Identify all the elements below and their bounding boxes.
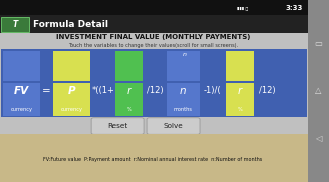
FancyBboxPatch shape [90,51,115,81]
Text: currency: currency [11,107,33,112]
FancyBboxPatch shape [3,83,40,116]
FancyBboxPatch shape [308,0,329,182]
Text: △: △ [315,86,321,96]
Text: ▮▮▮ 🔋: ▮▮▮ 🔋 [237,6,248,10]
Text: months: months [174,107,193,112]
FancyBboxPatch shape [3,51,40,81]
Text: P: P [68,86,75,96]
FancyBboxPatch shape [254,83,280,116]
FancyBboxPatch shape [40,51,53,81]
FancyBboxPatch shape [254,51,280,81]
Text: 3:33: 3:33 [285,5,303,11]
Text: currency: currency [61,107,83,112]
FancyBboxPatch shape [0,15,308,33]
Text: ◁: ◁ [315,134,321,143]
Text: %: % [238,107,242,112]
FancyBboxPatch shape [200,51,226,81]
FancyBboxPatch shape [143,51,167,81]
Text: =: = [42,86,51,96]
Text: r: r [127,86,131,96]
Text: Solve: Solve [164,123,184,129]
FancyBboxPatch shape [167,51,200,81]
FancyBboxPatch shape [147,118,200,134]
FancyBboxPatch shape [0,134,308,182]
Text: /12): /12) [259,86,275,96]
Text: FV: FV [14,86,29,96]
FancyBboxPatch shape [167,83,200,116]
FancyBboxPatch shape [1,17,29,32]
Text: %: % [127,107,132,112]
Text: n: n [180,86,187,96]
FancyBboxPatch shape [91,118,144,134]
FancyBboxPatch shape [115,51,143,81]
Text: r: r [238,86,242,96]
FancyBboxPatch shape [226,83,254,116]
FancyBboxPatch shape [53,51,90,81]
Text: Formula Detail: Formula Detail [33,20,108,29]
FancyBboxPatch shape [53,83,90,116]
FancyBboxPatch shape [226,51,254,81]
Text: Reset: Reset [108,123,128,129]
FancyBboxPatch shape [40,83,53,116]
FancyBboxPatch shape [115,83,143,116]
Text: T: T [13,20,18,29]
Text: ▭: ▭ [314,39,322,48]
Text: *((1+: *((1+ [91,86,114,96]
FancyBboxPatch shape [0,0,308,15]
Text: /12): /12) [147,86,163,96]
FancyBboxPatch shape [1,49,307,117]
FancyBboxPatch shape [90,83,115,116]
Text: n: n [183,52,187,57]
FancyBboxPatch shape [200,83,226,116]
Text: Touch the variables to change their values(scroll for small screens).: Touch the variables to change their valu… [68,43,238,48]
Text: -1)/(: -1)/( [204,86,222,96]
FancyBboxPatch shape [143,83,167,116]
Text: FV:Future value  P:Payment amount  r:Nominal annual interest rate  n:Number of m: FV:Future value P:Payment amount r:Nomin… [43,157,263,162]
Text: INVESTMENT FINAL VALUE (MONTHLY PAYMENTS): INVESTMENT FINAL VALUE (MONTHLY PAYMENTS… [56,34,250,40]
